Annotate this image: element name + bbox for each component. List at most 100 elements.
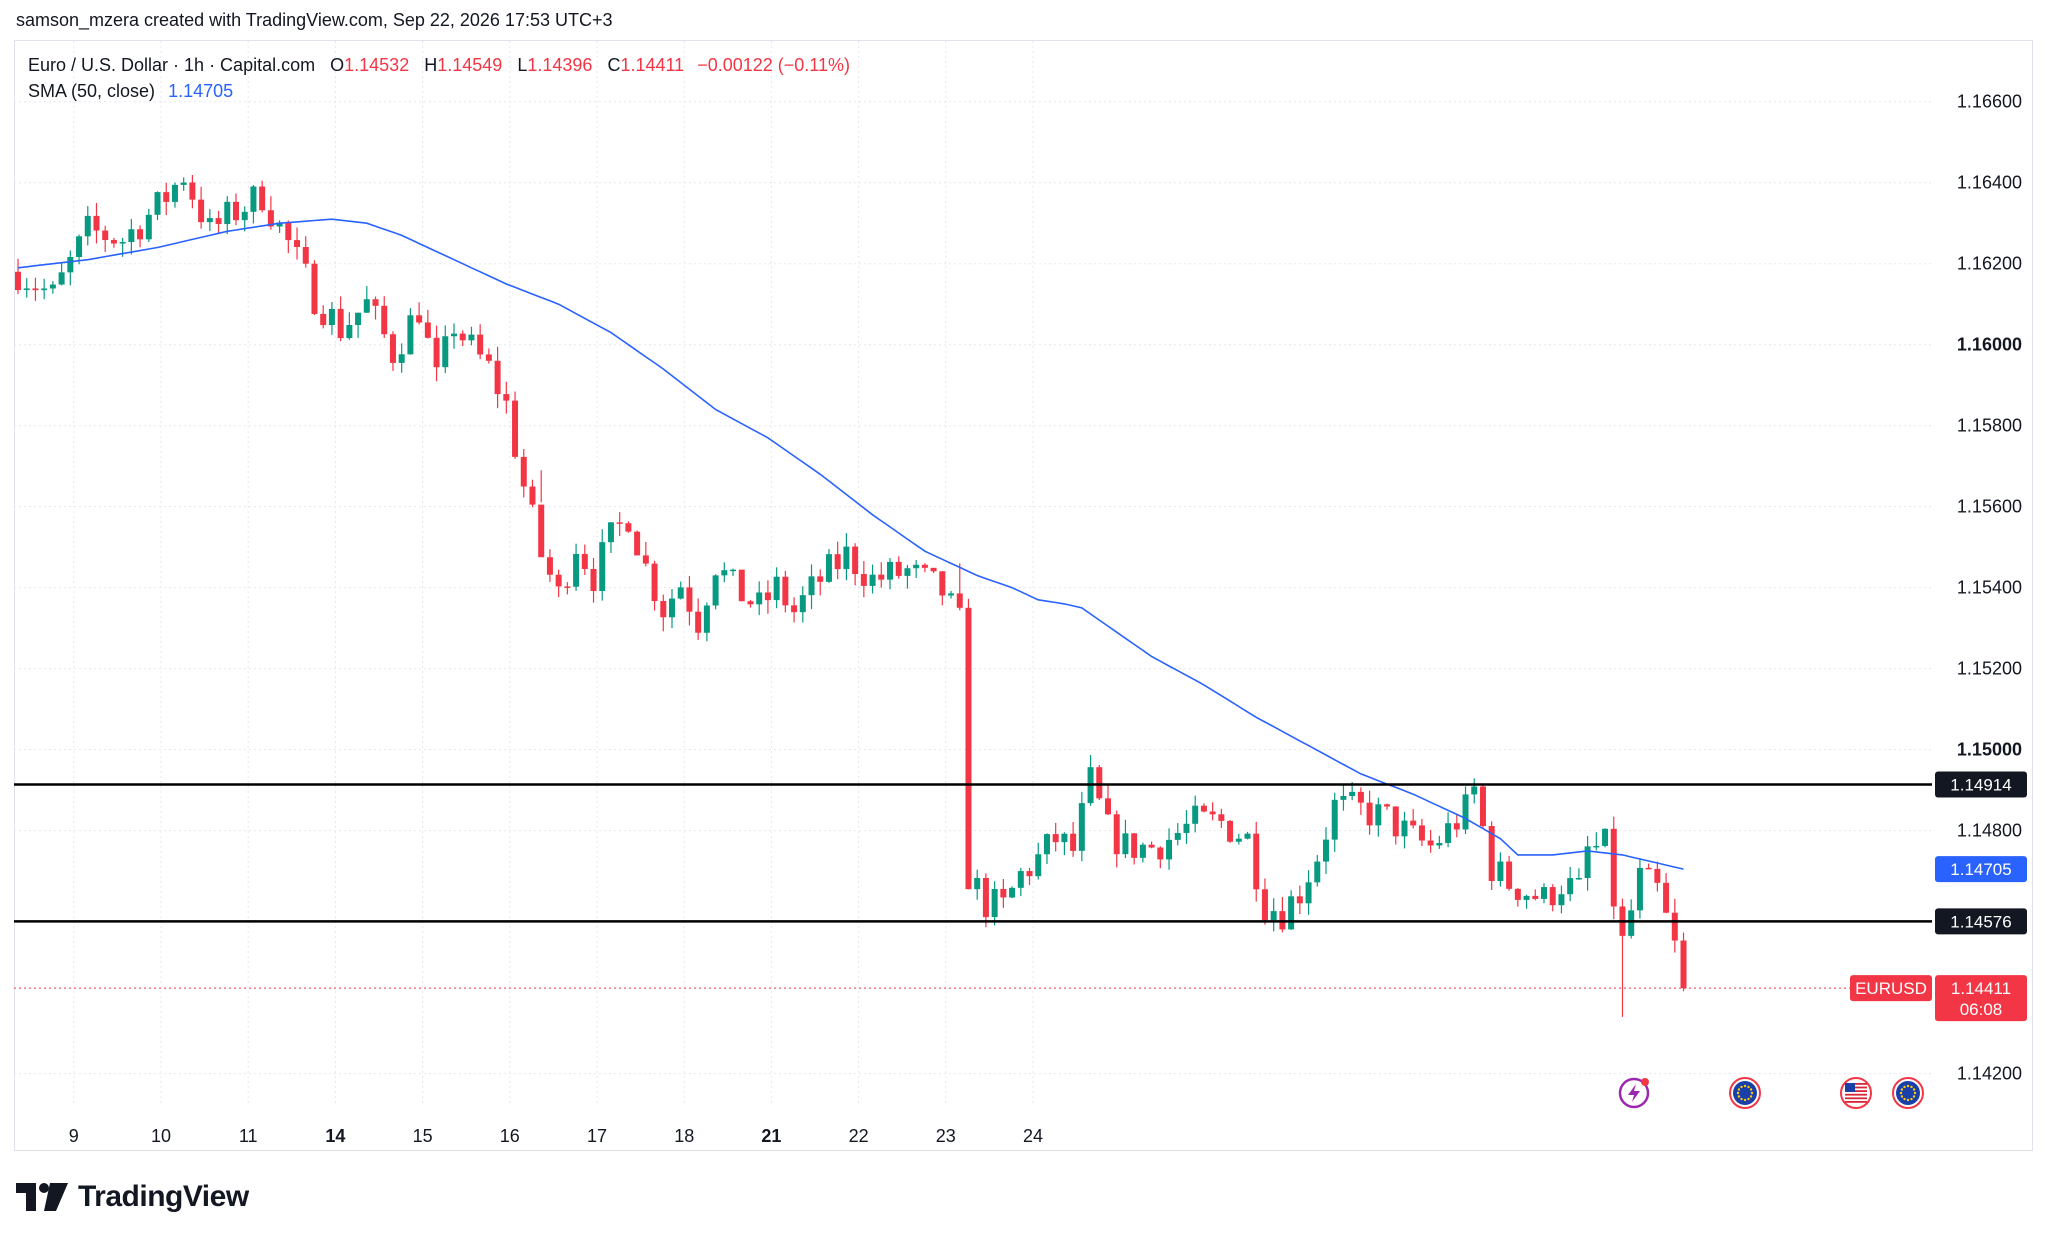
- us-flag-icon[interactable]: [1840, 1077, 1872, 1109]
- candle: [49, 281, 56, 294]
- chart-frame[interactable]: [14, 40, 2033, 1151]
- legend-close-value: 1.14411: [620, 55, 685, 75]
- candle: [852, 543, 859, 586]
- candle-body: [1549, 887, 1556, 906]
- candle: [599, 529, 606, 601]
- legend-change-value: −0.00122 (−0.11%): [697, 55, 850, 75]
- candle-body: [285, 222, 292, 241]
- candle-body: [215, 218, 222, 224]
- candle: [773, 567, 780, 609]
- candle: [895, 556, 902, 579]
- candle: [808, 564, 815, 610]
- candle-body: [15, 271, 21, 291]
- legend-low-label: L: [517, 55, 528, 75]
- candle-body: [1017, 871, 1024, 888]
- tradingview-logo[interactable]: TradingView: [16, 1180, 249, 1214]
- candle-body: [1331, 799, 1338, 840]
- candle: [1009, 886, 1016, 899]
- candle: [948, 590, 955, 599]
- price-tags: 1.14914 1.14576 1.14705 EURUSD 1.14411 06:08: [14, 771, 2027, 1022]
- candle: [930, 567, 937, 574]
- candle: [677, 581, 684, 600]
- candle: [1227, 819, 1234, 843]
- candle-body: [1070, 833, 1077, 851]
- candle: [1584, 835, 1591, 891]
- candle: [817, 569, 824, 596]
- candle-body: [1157, 847, 1164, 860]
- candle: [887, 558, 893, 590]
- candle-body: [433, 337, 440, 368]
- candle-body: [773, 576, 780, 601]
- candle-body: [1584, 846, 1591, 879]
- candle-body: [1235, 838, 1242, 842]
- eu-flag-icon-star: [1903, 1097, 1906, 1101]
- candle-body: [1323, 839, 1329, 862]
- eu-flag-icon[interactable]: [1729, 1077, 1761, 1109]
- time-axis[interactable]: 9 10 11 14 15 16 17 18 21 22 23 24: [69, 1126, 1043, 1146]
- legend-symbol[interactable]: Euro / U.S. Dollar · 1h · Capital.com: [28, 55, 316, 75]
- candle-body: [573, 553, 580, 587]
- candle: [102, 225, 109, 252]
- candle-body: [1602, 828, 1609, 846]
- candle-body: [1479, 786, 1486, 827]
- candle: [1471, 778, 1478, 804]
- event-icons[interactable]: [1618, 1077, 1924, 1109]
- candle: [93, 202, 100, 244]
- sma-layer: [17, 218, 1684, 870]
- candle: [1253, 821, 1260, 902]
- candle: [529, 479, 536, 508]
- legend-sma-label[interactable]: SMA (50, close): [28, 81, 156, 101]
- candle-body: [389, 334, 396, 363]
- eu-flag-icon-star: [1743, 1084, 1747, 1088]
- candle-body: [1558, 894, 1565, 906]
- candle: [1645, 863, 1652, 870]
- price-tick-label: 1.15000: [1957, 740, 2022, 760]
- candle: [346, 312, 353, 340]
- eu-flag-icon[interactable]: [1892, 1077, 1924, 1109]
- candle: [1654, 861, 1661, 892]
- eu-flag-icon-star: [1740, 1097, 1743, 1101]
- candle: [1514, 888, 1521, 907]
- candle: [1462, 786, 1469, 834]
- sma-line: [17, 218, 1684, 870]
- candle-body: [23, 288, 30, 291]
- candle: [389, 331, 396, 371]
- candle-body: [895, 561, 902, 576]
- candle: [1479, 784, 1486, 829]
- eu-flag-icon-star: [1906, 1098, 1910, 1102]
- candle: [1096, 764, 1103, 801]
- candle: [459, 330, 466, 347]
- candle-body: [1366, 802, 1373, 826]
- candle-body: [590, 568, 597, 592]
- candle: [294, 227, 301, 260]
- candle: [1628, 899, 1635, 939]
- candle-body: [171, 184, 178, 202]
- price-tick-label: 1.14200: [1957, 1064, 2022, 1084]
- candle-body: [311, 263, 318, 314]
- candle-body: [442, 336, 449, 368]
- candle-body: [145, 214, 152, 240]
- horizontal-lines[interactable]: [14, 783, 1932, 923]
- lightning-icon[interactable]: [1618, 1077, 1650, 1109]
- candle: [1139, 842, 1146, 863]
- eu-flag-icon-star: [1747, 1097, 1750, 1101]
- candle-body: [337, 308, 344, 339]
- candle: [424, 309, 431, 339]
- candle: [634, 530, 641, 556]
- candle-body: [84, 215, 91, 237]
- candle: [41, 278, 48, 300]
- candle-body: [346, 325, 353, 339]
- candle: [1122, 819, 1129, 859]
- candle-body: [1471, 786, 1478, 795]
- candle-body: [1375, 804, 1382, 826]
- candle-body: [1035, 854, 1042, 877]
- candle: [215, 210, 222, 234]
- us-flag-icon-canton: [1845, 1083, 1855, 1092]
- candle: [302, 236, 309, 268]
- candle: [1575, 868, 1582, 880]
- candle: [921, 563, 928, 573]
- candle: [1663, 873, 1670, 914]
- price-axis[interactable]: 1.16600 1.16400 1.16200 1.16000 1.15800 1.156…: [1957, 92, 2022, 1084]
- candle: [1026, 867, 1033, 885]
